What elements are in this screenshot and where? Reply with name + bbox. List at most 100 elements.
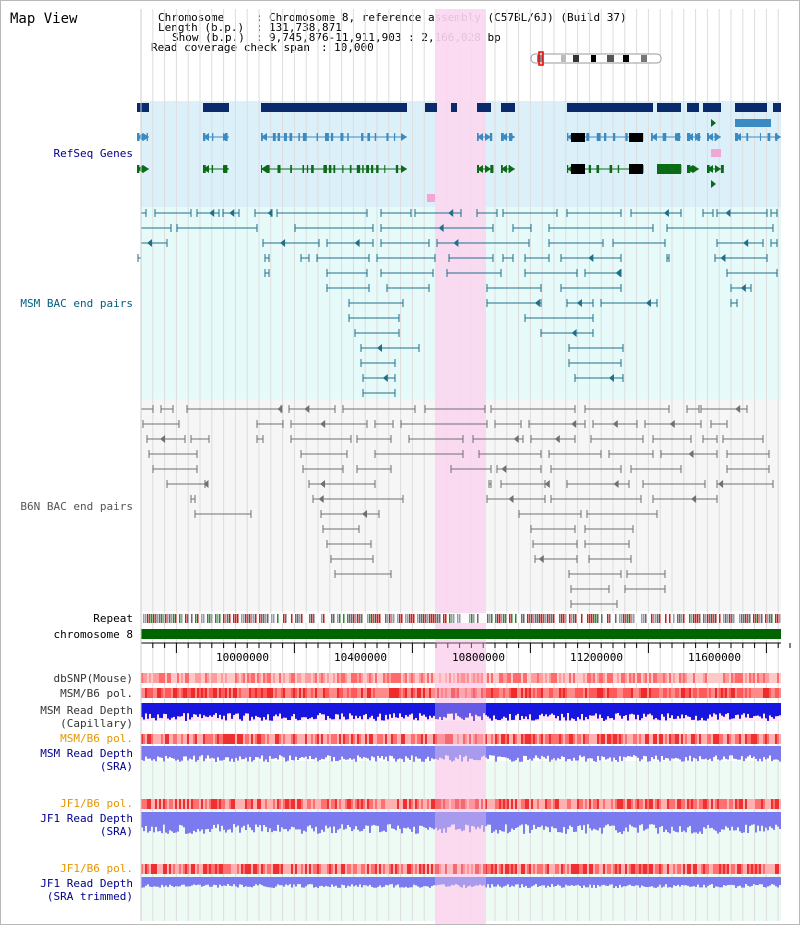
read-depth-bar [357,746,359,756]
view-title: Map View [10,11,78,27]
gene-exon [311,165,314,173]
read-depth-bar [325,746,327,758]
heatmap-cell [767,864,769,874]
heatmap-cell [261,734,263,744]
read-depth-bar [307,703,309,720]
heatmap-cell [313,734,315,744]
repeat-element [321,614,323,623]
heatmap-cell [153,734,155,744]
read-depth-bar [715,812,717,831]
heatmap-cell [305,799,307,809]
heatmap-cell [163,734,165,744]
track-label-jf1-b6-pol-trimmed: JF1/B6 pol. [60,862,133,875]
read-depth-bar [591,746,593,759]
read-depth-bar [321,812,323,830]
heatmap-cell [187,673,189,683]
read-depth-bar [681,812,683,832]
read-depth-bar [293,746,295,761]
read-depth-bar [405,746,407,757]
heatmap-cell [621,673,623,683]
heatmap-cell [303,864,305,874]
read-depth-bar [173,703,175,717]
read-depth-bar [271,877,273,888]
heatmap-cell [357,864,359,874]
read-depth-bar [561,746,563,757]
heatmap-cell [459,799,461,809]
read-depth-bar [315,703,317,719]
heatmap-cell [377,688,379,698]
heatmap-cell [739,864,741,874]
heatmap-cell [271,799,273,809]
repeat-element [545,614,547,623]
read-depth-bar [143,746,145,761]
heatmap-cell [661,799,663,809]
read-depth-bar [401,812,403,834]
heatmap-cell [211,734,213,744]
heatmap-cell [169,673,171,683]
heatmap-cell [365,864,367,874]
read-depth-bar [465,703,467,718]
read-depth-bar [759,703,761,717]
heatmap-cell [411,864,413,874]
read-depth-bar [471,877,473,888]
read-depth-bar [253,877,255,887]
read-depth-bar [279,877,281,886]
read-depth-bar [251,812,253,831]
read-depth-bar [651,703,653,716]
heatmap-cell [749,673,751,683]
heatmap-cell [455,864,457,874]
heatmap-cell [239,688,241,698]
read-depth-bar [249,703,251,721]
heatmap-cell [709,799,711,809]
heatmap-cell [271,688,273,698]
heatmap-cell [147,734,149,744]
gene-exon [767,133,771,141]
read-depth-bar [339,746,341,760]
bac-end-arrow [304,405,310,413]
heatmap-cell [385,734,387,744]
read-depth-bar [433,746,435,760]
read-depth-bar [457,746,459,759]
heatmap-cell [351,688,353,698]
read-depth-bar [211,877,213,887]
heatmap-cell [359,688,361,698]
read-depth-bar [415,746,417,757]
heatmap-cell [303,688,305,698]
read-depth-bar [381,746,383,756]
heatmap-cell [151,673,153,683]
read-depth-bar [517,877,519,885]
gene-exon [746,133,749,141]
heatmap-cell [759,864,761,874]
read-depth-bar [439,877,441,885]
read-depth-bar [541,746,543,756]
heatmap-cell [733,864,735,874]
read-depth-bar [391,812,393,829]
read-depth-bar [221,703,223,720]
heatmap-cell [379,734,381,744]
gene-exon [376,165,379,173]
bac-end-arrow [645,299,651,307]
heatmap-cell [251,673,253,683]
read-depth-bar [487,746,489,760]
heatmap-cell [293,799,295,809]
read-depth-bar [731,812,733,827]
heatmap-cell [365,799,367,809]
heatmap-cell [311,673,313,683]
heatmap-cell [481,688,483,698]
heatmap-cell [351,673,353,683]
heatmap-cell [491,799,493,809]
heatmap-cell [185,688,187,698]
repeat-element [233,614,235,623]
heatmap-cell [231,673,233,683]
read-depth-bar [559,812,561,833]
heatmap-cell [439,799,441,809]
read-depth-bar [589,877,591,885]
read-depth-bar [207,703,209,718]
heatmap-cell [749,864,751,874]
heatmap-cell [693,688,695,698]
repeat-element [191,614,193,623]
heatmap-cell [555,688,557,698]
heatmap-cell [683,864,685,874]
read-depth-bar [621,812,623,834]
